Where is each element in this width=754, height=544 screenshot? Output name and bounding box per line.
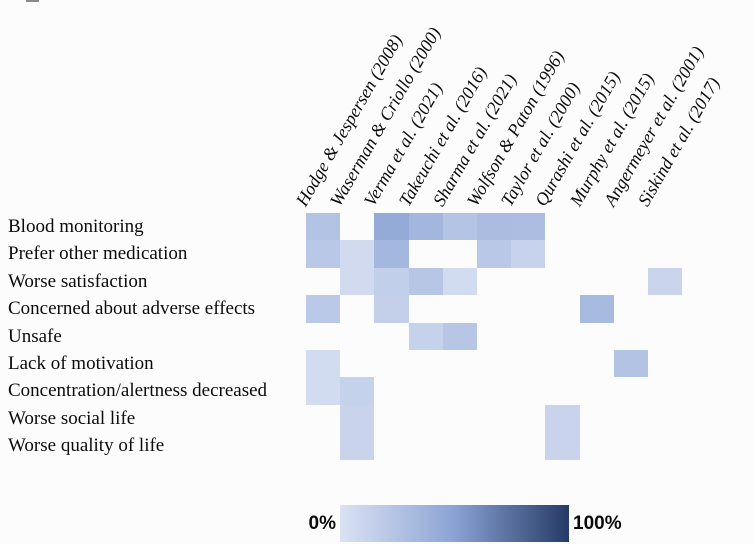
heatmap-cell <box>374 267 409 296</box>
row-label: Concentration/alertness decreased <box>8 380 268 402</box>
heatmap-cell <box>306 350 341 378</box>
heatmap-cell <box>613 350 648 378</box>
heatmap-cell <box>340 432 375 460</box>
heatmap-cell <box>306 213 341 241</box>
heatmap-cell <box>511 213 546 241</box>
heatmap-cell <box>442 267 477 296</box>
row-label: Worse quality of life <box>8 435 165 457</box>
heatmap-cell <box>579 295 614 323</box>
legend-gradient-bar <box>340 505 569 542</box>
heatmap-cell <box>545 432 580 460</box>
legend-min-label: 0% <box>308 513 336 534</box>
heatmap-cell <box>545 404 580 433</box>
row-label: Lack of motivation <box>8 353 154 374</box>
heatmap-cell <box>340 240 375 268</box>
row-label: Blood monitoring <box>8 216 144 237</box>
heatmap-cell <box>477 213 512 241</box>
heatmap-cell <box>306 377 341 405</box>
heatmap-cell <box>306 295 341 323</box>
heatmap-cell <box>340 377 375 405</box>
heatmap-cell <box>340 267 375 296</box>
heatmap-cell <box>374 213 409 241</box>
row-label: Worse satisfaction <box>8 270 148 292</box>
row-label: Unsafe <box>8 325 62 347</box>
heatmap-cell <box>408 267 443 296</box>
row-label: Concerned about adverse effects <box>8 298 256 320</box>
heatmap-cell <box>442 213 477 241</box>
heatmap-cell <box>477 240 512 268</box>
heatmap-cell <box>306 240 341 268</box>
heatmap-cell <box>340 404 375 433</box>
heatmap-cell <box>408 322 443 350</box>
crop-artifact-mark <box>26 0 39 2</box>
heatmap-cell <box>374 240 409 268</box>
row-label: Prefer other medication <box>8 243 188 265</box>
heatmap-cell <box>408 213 443 241</box>
heatmap-cell <box>648 267 683 296</box>
row-label: Worse social life <box>8 407 136 429</box>
heatmap-cell <box>442 322 477 350</box>
legend-max-label: 100% <box>573 513 622 534</box>
heatmap-cell <box>511 240 546 268</box>
heatmap-cell <box>374 295 409 323</box>
